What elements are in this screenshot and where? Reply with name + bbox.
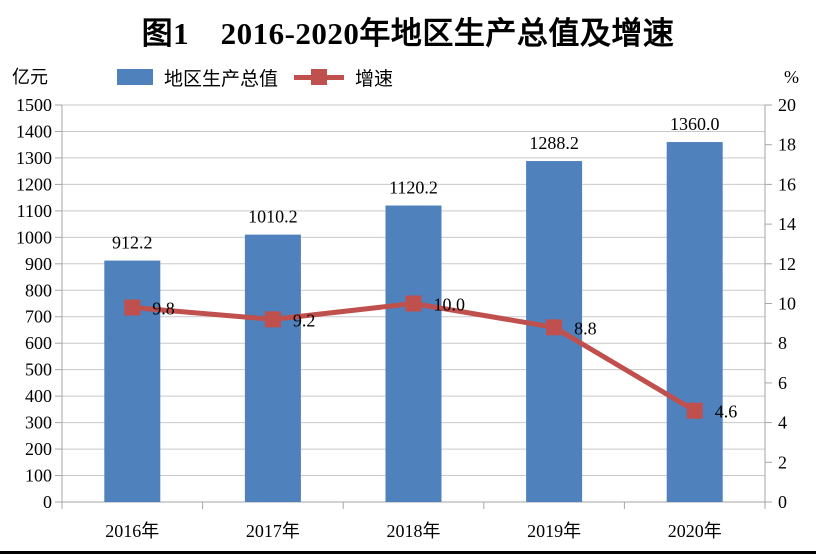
left-axis-tick-label: 800 (25, 280, 52, 300)
left-axis-tick-label: 400 (25, 386, 52, 406)
gdp-bar-value-label: 1120.2 (389, 178, 438, 198)
right-axis-tick-label: 10 (778, 294, 796, 314)
left-axis-tick-label: 1500 (16, 95, 52, 115)
left-axis-tick-label: 600 (25, 333, 52, 353)
growth-line-marker (546, 319, 563, 336)
right-axis-tick-label: 6 (778, 373, 787, 393)
right-axis-tick-label: 8 (778, 333, 787, 353)
x-axis-category-label: 2018年 (387, 521, 441, 541)
left-axis-tick-label: 900 (25, 254, 52, 274)
left-axis-unit-label: 亿元 (12, 67, 48, 87)
left-axis-tick-label: 100 (25, 466, 52, 486)
growth-value-label: 4.6 (715, 402, 738, 422)
gdp-bar-value-label: 1010.2 (248, 207, 298, 227)
page-bottom-border (0, 551, 816, 554)
gdp-bar (385, 205, 442, 503)
x-axis-category-label: 2020年 (668, 521, 722, 541)
growth-series-legend-label: 增速 (355, 68, 394, 90)
left-axis-tick-label: 200 (25, 439, 52, 459)
left-axis-tick-label: 1300 (16, 148, 52, 168)
x-axis-category-label: 2019年 (527, 521, 581, 541)
right-axis-tick-label: 20 (778, 95, 796, 115)
left-axis-tick-label: 1400 (16, 121, 52, 141)
growth-line-marker (405, 295, 422, 312)
growth-value-label: 9.8 (152, 298, 175, 318)
gdp-series-legend-label: 地区生产总值 (164, 68, 279, 90)
right-axis-unit-label: % (784, 67, 799, 87)
x-axis-category-label: 2016年 (105, 521, 159, 541)
growth-line-marker (264, 311, 281, 328)
right-axis-tick-label: 12 (778, 254, 796, 274)
left-axis-tick-label: 300 (25, 413, 52, 433)
right-axis-tick-label: 0 (778, 492, 787, 512)
gdp-bar-value-label: 1288.2 (529, 133, 579, 153)
left-axis-tick-label: 700 (25, 307, 52, 327)
left-axis-tick-label: 1000 (16, 227, 52, 247)
gdp-bar (666, 142, 723, 502)
right-axis-tick-label: 18 (778, 135, 796, 155)
gdp-bar-value-label: 912.2 (112, 233, 153, 253)
x-axis-category-label: 2017年 (246, 521, 300, 541)
chart-title: 图1 2016-2020年地区生产总值及增速 (141, 16, 675, 51)
gdp-series-swatch-icon (117, 69, 153, 85)
growth-line-marker (124, 299, 141, 316)
right-axis-tick-label: 16 (778, 174, 796, 194)
left-axis-tick-label: 0 (43, 492, 52, 512)
gdp-bar-value-label: 1360.0 (670, 114, 720, 134)
gdp-bar (104, 260, 161, 502)
growth-value-label: 9.2 (293, 310, 316, 330)
left-axis-tick-label: 500 (25, 360, 52, 380)
gdp-bar (244, 234, 301, 502)
right-axis-tick-label: 14 (778, 214, 796, 234)
growth-swatch-marker (311, 69, 328, 85)
left-axis-tick-label: 1200 (16, 174, 52, 194)
growth-value-label: 8.8 (574, 318, 597, 338)
right-axis-tick-label: 2 (778, 452, 787, 472)
left-axis-tick-label: 1100 (17, 201, 52, 221)
chart-legend: 地区生产总值 增速 (117, 66, 394, 90)
growth-value-label: 10.0 (434, 295, 466, 315)
right-axis-tick-label: 4 (778, 413, 787, 433)
growth-line-marker (686, 402, 703, 419)
growth-series-swatch-icon (294, 68, 345, 86)
